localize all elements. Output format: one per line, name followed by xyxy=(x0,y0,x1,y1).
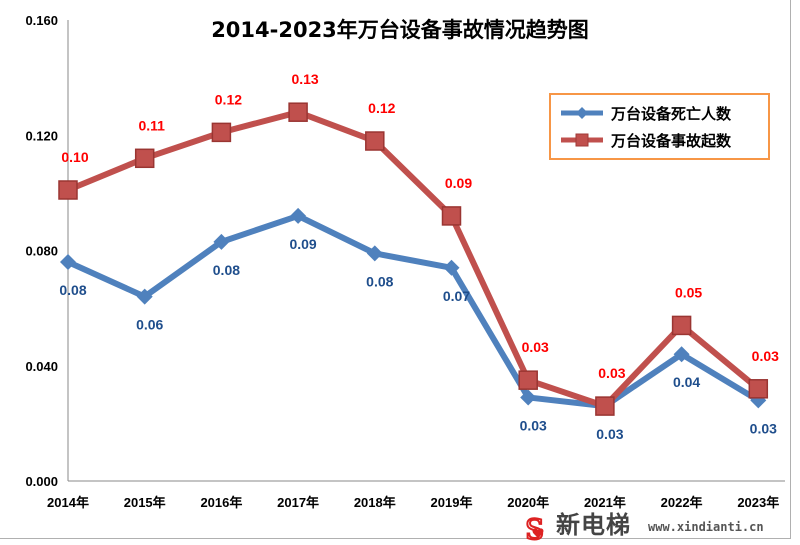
y-tick-label: 0.160 xyxy=(25,13,58,28)
series-line-accidents xyxy=(66,109,761,410)
data-point-deaths xyxy=(290,207,307,224)
legend-diamond-marker-icon xyxy=(561,107,603,119)
data-label: 0.10 xyxy=(61,149,88,165)
legend: 万台设备死亡人数 万台设备事故起数 xyxy=(549,93,770,160)
x-tick-label: 2022年 xyxy=(661,495,703,510)
y-tick-label: 0.000 xyxy=(25,474,58,489)
data-label: 0.05 xyxy=(675,284,702,300)
x-tick-label: 2019年 xyxy=(431,495,473,510)
data-point-accidents xyxy=(671,315,692,336)
data-point-deaths xyxy=(366,245,383,262)
data-point-accidents xyxy=(441,206,462,226)
data-point-deaths xyxy=(136,288,153,305)
series-line-deaths xyxy=(66,212,760,410)
data-label: 0.12 xyxy=(215,91,242,107)
x-tick-label: 2017年 xyxy=(277,495,319,510)
x-tick-label: 2018年 xyxy=(354,495,396,510)
data-label: 0.12 xyxy=(368,100,395,116)
data-label: 0.03 xyxy=(750,420,777,436)
data-point-accidents xyxy=(288,102,308,122)
data-point-accidents xyxy=(518,370,538,390)
watermark-text: 新电梯 xyxy=(556,511,631,539)
data-point-deaths xyxy=(673,346,690,363)
chart-title: 2014-2023年万台设备事故情况趋势图 xyxy=(211,18,589,42)
x-tick-label: 2014年 xyxy=(47,495,89,510)
legend-square-marker-icon xyxy=(561,133,603,147)
x-tick-label: 2015年 xyxy=(124,495,166,510)
data-label: 0.04 xyxy=(673,374,700,390)
watermark-url: www.xindianti.cn xyxy=(648,520,764,534)
data-point-accidents xyxy=(365,131,385,151)
y-tick-label: 0.080 xyxy=(25,244,58,259)
chart-frame xyxy=(0,0,791,539)
data-label: 0.08 xyxy=(213,262,240,278)
data-point-accidents xyxy=(134,148,155,169)
x-tick-label: 2021年 xyxy=(584,495,626,510)
y-tick-label: 0.040 xyxy=(25,359,58,374)
data-label: 0.11 xyxy=(138,117,165,133)
legend-label: 万台设备事故起数 xyxy=(611,131,732,150)
x-tick-label: 2020年 xyxy=(507,495,549,510)
data-point-accidents xyxy=(595,396,615,416)
data-label: 0.03 xyxy=(522,339,549,355)
data-label: 0.09 xyxy=(289,236,316,252)
data-label: 0.08 xyxy=(59,282,86,298)
data-point-deaths xyxy=(520,389,537,406)
data-point-accidents xyxy=(748,379,769,399)
data-point-accidents xyxy=(211,122,232,143)
data-point-deaths xyxy=(213,233,230,250)
data-point-accidents xyxy=(58,180,78,200)
watermark-logo-icon: S xyxy=(524,512,545,544)
data-point-deaths xyxy=(60,254,76,271)
data-label: 0.07 xyxy=(443,288,470,304)
data-label: 0.03 xyxy=(752,348,779,364)
data-label: 0.13 xyxy=(291,71,318,87)
legend-item-accidents: 万台设备事故起数 xyxy=(559,129,731,151)
data-point-deaths xyxy=(443,259,460,276)
data-label: 0.08 xyxy=(366,273,393,289)
data-label: 0.03 xyxy=(520,417,547,433)
x-tick-label: 2016年 xyxy=(200,495,242,510)
y-tick-label: 0.120 xyxy=(25,128,58,143)
data-label: 0.06 xyxy=(136,317,163,333)
data-label: 0.03 xyxy=(598,365,625,381)
legend-item-deaths: 万台设备死亡人数 xyxy=(559,102,731,124)
data-label: 0.03 xyxy=(596,426,623,442)
data-label: 0.09 xyxy=(445,175,472,191)
legend-label: 万台设备死亡人数 xyxy=(611,104,732,123)
x-tick-label: 2023年 xyxy=(737,495,779,510)
